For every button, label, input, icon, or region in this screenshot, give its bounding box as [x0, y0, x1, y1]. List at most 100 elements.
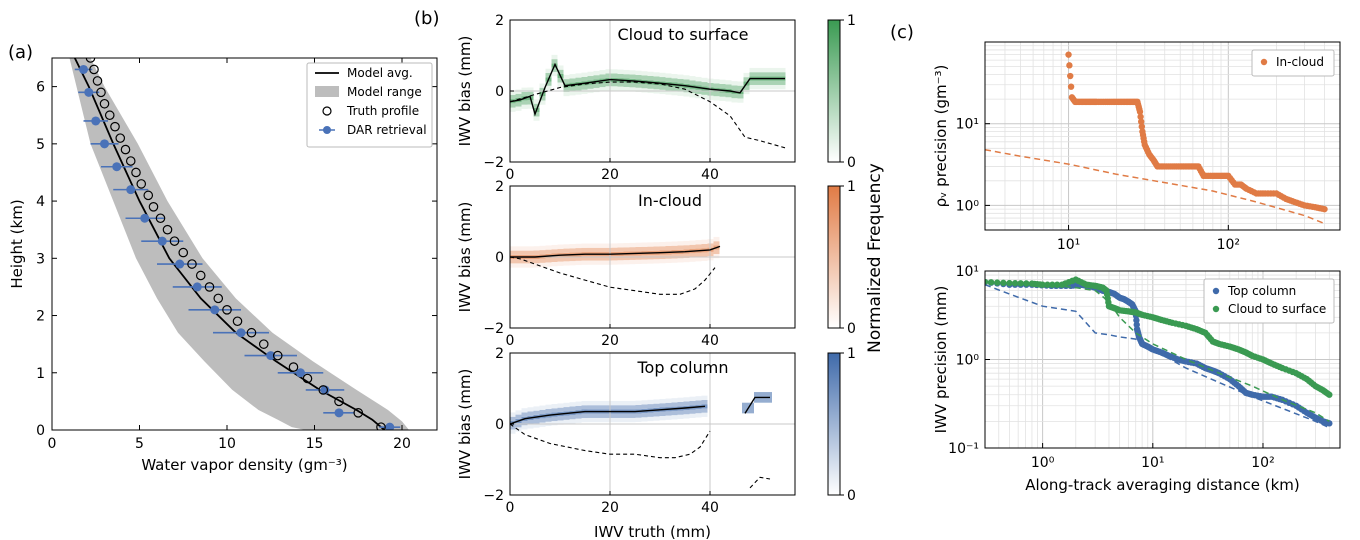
- mean-bias-line: [744, 396, 770, 414]
- heatmap-cell: [677, 258, 684, 263]
- heatmap-cell: [647, 399, 654, 405]
- heatmap-cell: [551, 416, 558, 422]
- scatter-point-orange: [1136, 108, 1144, 115]
- heatmap-cell: [695, 252, 702, 258]
- heatmap-cell: [527, 87, 534, 92]
- heatmap-cell: [665, 241, 672, 246]
- heatmap-cell: [599, 405, 606, 410]
- heatmap-cell: [527, 100, 534, 105]
- legend-box-a: [306, 62, 433, 148]
- heatmap-cell: [683, 401, 690, 406]
- heatmap-cell: [563, 402, 570, 408]
- heatmap-cell: [623, 69, 630, 75]
- heatmap-cell: [515, 93, 522, 99]
- x-tick-label: 20: [601, 167, 619, 183]
- heatmap-cell: [569, 406, 576, 411]
- heatmap-cell: [533, 263, 540, 268]
- heatmap-cell: [563, 419, 570, 425]
- heatmap-cell: [510, 250, 516, 255]
- legend-label: Cloud to surface: [1228, 302, 1326, 316]
- heatmap-cell: [623, 413, 630, 418]
- retrieval-point: [157, 236, 167, 246]
- heatmap-cell: [761, 67, 768, 73]
- scatter-point-orange: [1138, 118, 1145, 125]
- heatmap-cell: [773, 67, 780, 73]
- heatmap-cell: [779, 80, 786, 85]
- heatmap-cell: [527, 263, 534, 268]
- heatmap-cell: [779, 67, 786, 73]
- y-tick-label: −2: [483, 321, 504, 337]
- heatmap-cell: [749, 72, 756, 77]
- heatmap-cell: [605, 73, 612, 78]
- heatmap-cell: [599, 413, 606, 418]
- y-tick-label: 0: [495, 250, 504, 266]
- x-tick-label: 10¹: [1057, 237, 1080, 253]
- heatmap-cell: [599, 74, 606, 79]
- heatmap-cell: [695, 240, 702, 245]
- heatmap-cell: [593, 70, 600, 76]
- heatmap-cell: [593, 243, 600, 248]
- y-tick-label: 0: [495, 417, 504, 433]
- heatmap-cell: [659, 259, 666, 264]
- heatmap-cell: [551, 59, 558, 64]
- heatmap-cell: [743, 89, 750, 95]
- heatmap-cell: [725, 97, 732, 102]
- scatter-point-blue: [1326, 420, 1333, 427]
- heatmap-cell: [755, 80, 762, 85]
- heatmap-cell: [557, 416, 564, 421]
- heatmap-cell: [539, 96, 546, 101]
- heatmap-cell: [599, 87, 606, 92]
- heatmap-cell: [605, 405, 612, 410]
- heatmap-cell: [629, 242, 636, 248]
- legend-label: Model range: [347, 85, 422, 99]
- heatmap-cell: [557, 65, 564, 70]
- heatmap-cell: [521, 104, 528, 109]
- y-tick-label: 2: [495, 13, 504, 29]
- heatmap-cell: [749, 67, 756, 73]
- heatmap-cell: [695, 81, 702, 86]
- scatter-point-orange: [1067, 72, 1074, 80]
- heatmap-cell: [611, 405, 618, 410]
- heatmap-cell: [671, 73, 678, 79]
- heatmap-cell: [617, 73, 624, 79]
- heatmap-cell: [563, 91, 570, 97]
- heatmap-cell: [755, 72, 762, 77]
- heatmap-cell: [701, 94, 708, 100]
- heatmap-cell: [761, 84, 768, 90]
- heatmap-cell: [617, 405, 624, 410]
- colorbar-tick-label: 1: [847, 346, 856, 362]
- x-tick-label: 20: [601, 500, 619, 516]
- heatmap-cell: [515, 423, 522, 428]
- heatmap-cell: [748, 402, 754, 414]
- y-tick-label: −2: [483, 155, 504, 171]
- model-range-band: [69, 58, 409, 430]
- heatmap-cell: [521, 412, 528, 417]
- truth-point: [376, 422, 386, 430]
- truth-point: [178, 247, 189, 258]
- heatmap-cell: [623, 400, 630, 406]
- scatter-point-orange: [1138, 123, 1146, 130]
- heatmap-cell: [551, 244, 558, 250]
- heatmap-cell: [659, 89, 666, 95]
- heatmap-cell: [695, 400, 702, 405]
- heatmap-cell: [539, 250, 546, 255]
- legend-label: DAR retrieval: [347, 123, 427, 137]
- colorbar-tick-label: 1: [847, 179, 856, 195]
- colorbar: [827, 185, 841, 329]
- heatmap-cell: [563, 257, 570, 262]
- heatmap-cell: [521, 250, 528, 255]
- heatmap-cell: [683, 88, 690, 93]
- heatmap-cell: [581, 413, 588, 419]
- heatmap-cell: [647, 404, 654, 409]
- heatmap-cell: [575, 90, 582, 95]
- heatmap-cell: [527, 420, 534, 425]
- heatmap-cell: [683, 253, 690, 258]
- heatmap-cell: [617, 247, 624, 252]
- heatmap-cell: [575, 256, 582, 261]
- heatmap-cell: [677, 414, 684, 419]
- y-tick-label: 2: [36, 309, 45, 325]
- heatmap-cell: [677, 241, 684, 246]
- heatmap-cell: [641, 88, 648, 93]
- heatmap-cell: [521, 420, 528, 426]
